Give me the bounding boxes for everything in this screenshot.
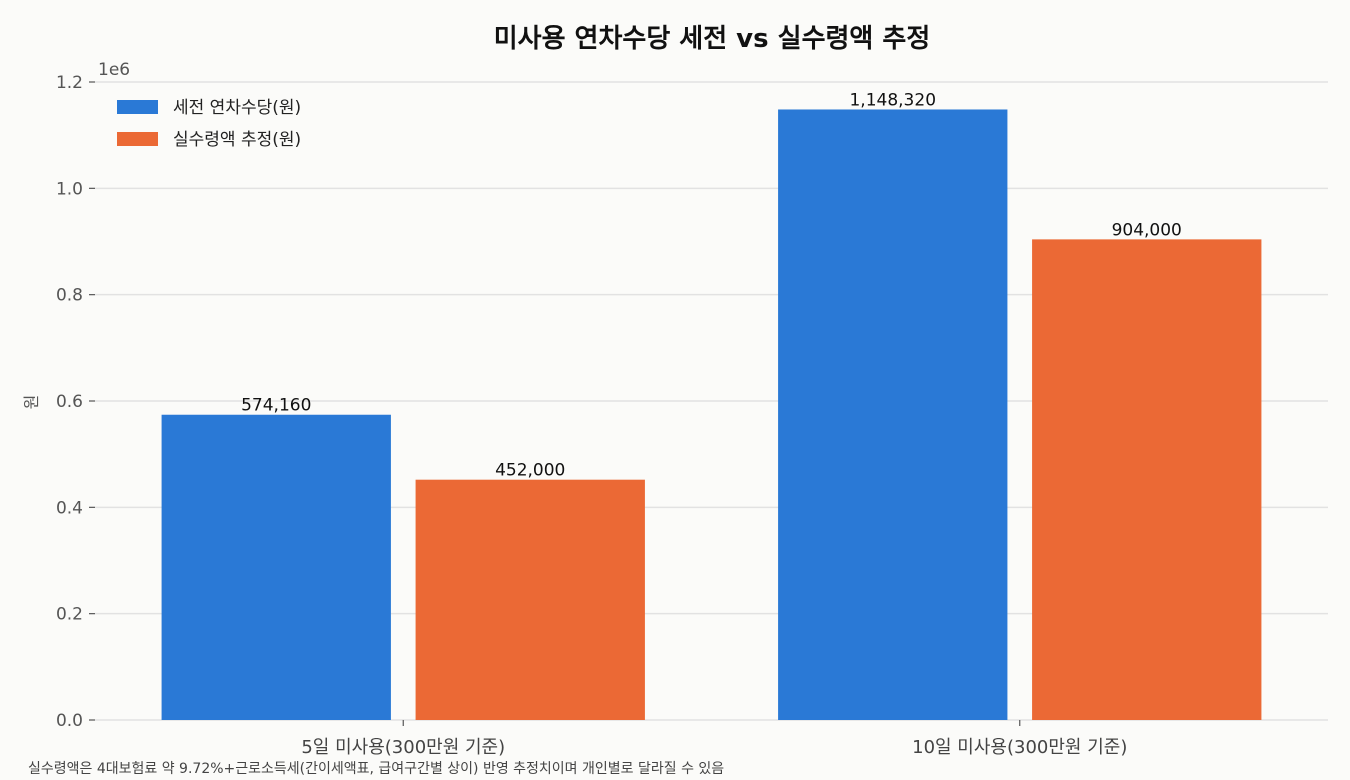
legend: 세전 연차수당(원) 실수령액 추정(원) bbox=[117, 98, 301, 150]
chart-title: 미사용 연차수당 세전 vs 실수령액 추정 bbox=[494, 24, 930, 54]
y-tick-label: 1.2 bbox=[56, 73, 83, 93]
x-tick-label: 10일 미사용(300만원 기준) bbox=[912, 737, 1127, 758]
y-axis-label: 원 bbox=[22, 395, 41, 410]
x-tick-label: 5일 미사용(300만원 기준) bbox=[301, 737, 505, 758]
y-tick-label: 1.0 bbox=[56, 179, 83, 199]
legend-label: 실수령액 추정(원) bbox=[173, 130, 301, 150]
bars: 574,160 452,000 1,148,320 904,000 bbox=[161, 90, 1262, 720]
bar-value-label: 904,000 bbox=[1112, 220, 1182, 240]
legend-swatch bbox=[117, 132, 158, 146]
bar bbox=[1032, 239, 1262, 720]
y-tick-label: 0.6 bbox=[56, 392, 83, 412]
bar bbox=[415, 479, 645, 720]
y-tick-label: 0.4 bbox=[56, 498, 83, 518]
y-tick-label: 0.8 bbox=[56, 286, 83, 306]
legend-label: 세전 연차수당(원) bbox=[173, 98, 301, 118]
footnote: 실수령액은 4대보험료 약 9.72%+근로소득세(간이세액표, 급여구간별 상… bbox=[28, 761, 724, 777]
y-tick-label: 0.0 bbox=[56, 711, 83, 731]
bar-value-label: 1,148,320 bbox=[849, 90, 936, 110]
y-tick-label: 0.2 bbox=[56, 605, 83, 625]
legend-swatch bbox=[117, 100, 158, 114]
bar-value-label: 574,160 bbox=[241, 396, 311, 416]
bar bbox=[778, 109, 1008, 720]
bar bbox=[161, 414, 391, 720]
bar-value-label: 452,000 bbox=[495, 461, 565, 481]
y-axis: 0.0 0.2 0.4 0.6 0.8 1.0 1.2 bbox=[56, 73, 95, 731]
y-axis-offset-label: 1e6 bbox=[98, 60, 130, 80]
x-axis: 5일 미사용(300만원 기준) 10일 미사용(300만원 기준) bbox=[301, 720, 1127, 758]
